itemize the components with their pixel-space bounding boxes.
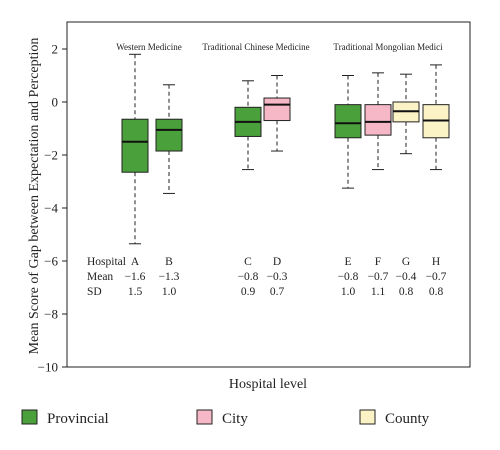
legend-item-county: County [359, 409, 430, 427]
stats-hospital: D [273, 256, 281, 268]
y-tick-label: 2 [52, 42, 59, 57]
legend-swatch [359, 409, 376, 425]
stats-row-label: Mean [87, 271, 113, 283]
stats-table: Hospital Mean SD A −1.6 1.5 B −1.3 1.0 C −0.8 0.9 D −… [87, 256, 447, 298]
legend-item-city: City [196, 409, 248, 427]
stats-hospital: C [244, 256, 252, 268]
stats-hospital: H [432, 256, 440, 268]
box-iqr [334, 104, 362, 139]
stats-sd: 1.1 [371, 286, 386, 298]
box-hospital-d [263, 75, 291, 152]
stats-mean: −0.3 [267, 271, 288, 283]
stats-sd: 0.8 [429, 286, 444, 298]
y-tick-label: −10 [38, 360, 58, 375]
y-tick-label: 0 [52, 95, 59, 110]
stats-row-label: SD [87, 286, 102, 298]
stats-hospital: G [402, 256, 410, 268]
stats-mean: −1.6 [125, 271, 146, 283]
stats-sd: 0.8 [399, 286, 414, 298]
stats-mean: −0.7 [426, 271, 447, 283]
stats-mean: −0.8 [238, 271, 259, 283]
box-hospital-a [121, 53, 149, 245]
box-iqr [121, 118, 149, 173]
stats-hospital: F [375, 256, 381, 268]
y-tick-label: −2 [44, 148, 58, 163]
stats-sd: 0.9 [241, 286, 256, 298]
box-hospital-c [234, 80, 262, 171]
group-labels: Western Medicine Traditional Chinese Medi… [116, 42, 443, 52]
box-iqr [155, 118, 183, 152]
stats-sd: 1.0 [341, 286, 356, 298]
y-tick-label: −4 [44, 201, 58, 216]
stats-row-label: Hospital [87, 256, 126, 268]
y-tick-label: −6 [44, 254, 58, 269]
group-label: Traditional Mongolian Medici [333, 42, 443, 52]
stats-mean: −1.3 [159, 271, 180, 283]
legend: Provincial City County [21, 409, 430, 427]
legend-label: Provincial [47, 411, 109, 427]
box-iqr [263, 97, 291, 122]
group-label: Western Medicine [116, 42, 182, 52]
legend-swatch [21, 409, 38, 425]
legend-label: City [222, 411, 248, 427]
stats-hospital: A [131, 256, 140, 268]
stats-sd: 1.5 [128, 286, 143, 298]
group-label: Traditional Chinese Medicine [202, 42, 309, 52]
x-axis-title: Hospital level [229, 377, 307, 392]
stats-sd: 0.7 [270, 286, 285, 298]
box-hospital-b [155, 84, 183, 194]
box-series [121, 53, 450, 245]
stats-mean: −0.4 [396, 271, 417, 283]
y-axis-title: Mean Score of Gap between Expectation an… [27, 38, 42, 355]
stats-hospital: B [165, 256, 173, 268]
plot-area-frame [66, 21, 471, 368]
y-tick-label: −8 [44, 307, 58, 322]
stats-mean: −0.7 [368, 271, 389, 283]
box-iqr [364, 104, 392, 136]
box-hospital-f [364, 72, 392, 171]
legend-swatch [196, 409, 213, 425]
box-hospital-g [392, 73, 420, 155]
stats-mean: −0.8 [338, 271, 359, 283]
legend-label: County [385, 411, 430, 427]
box-hospital-h [422, 64, 450, 171]
legend-item-provincial: Provincial [21, 409, 109, 427]
stats-hospital: E [344, 256, 351, 268]
box-hospital-e [334, 75, 362, 189]
y-axis: 2 0 −2 −4 −6 −8 −10 [38, 42, 67, 375]
stats-sd: 1.0 [162, 286, 177, 298]
